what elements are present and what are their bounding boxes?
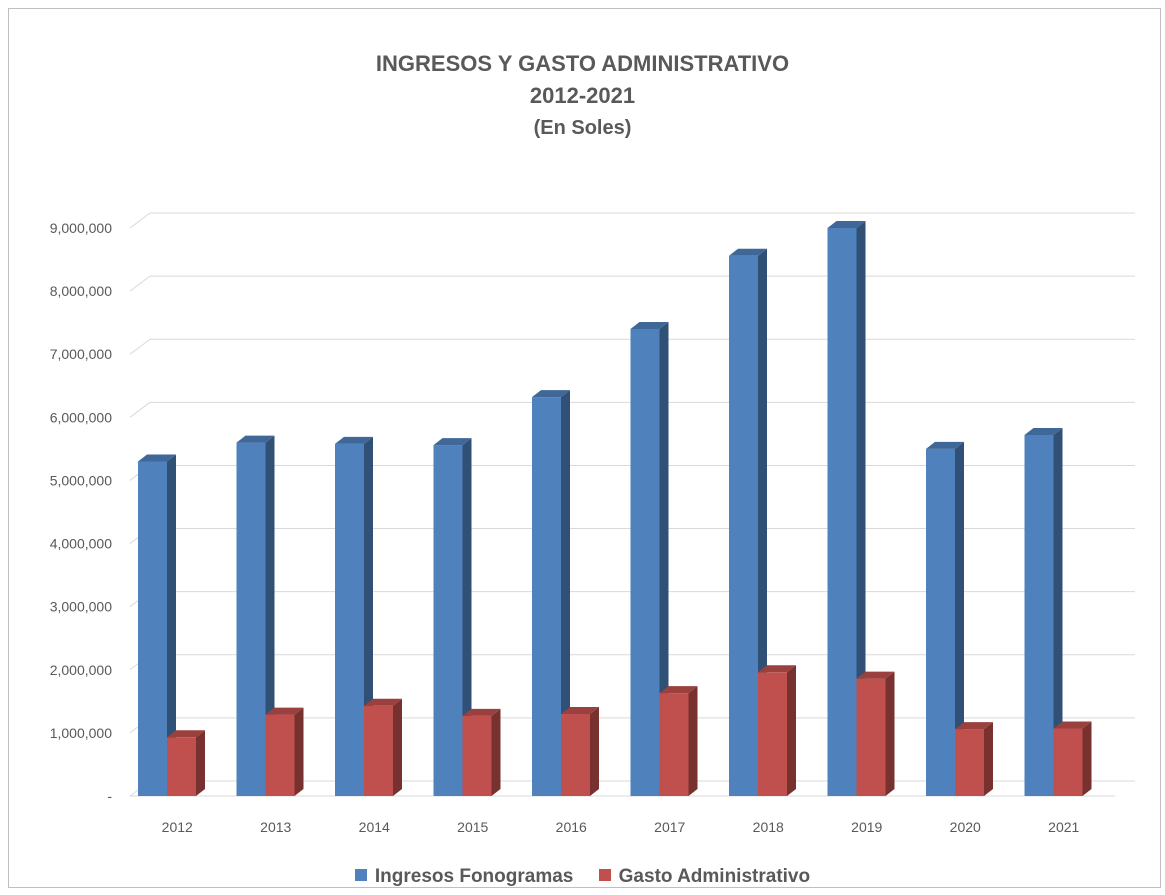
chart-titles: INGRESOS Y GASTO ADMINISTRATIVO 2012-202… — [0, 48, 1165, 144]
x-tick-label: 2018 — [753, 819, 784, 835]
gridline-depth — [129, 212, 151, 229]
x-tick-label: 2014 — [359, 819, 390, 835]
y-tick-label: 4,000,000 — [50, 536, 112, 552]
x-tick-label: 2020 — [950, 819, 981, 835]
chart-title: INGRESOS Y GASTO ADMINISTRATIVO — [375, 51, 790, 76]
y-tick-label: 2,000,000 — [50, 662, 112, 678]
y-tick-label: 8,000,000 — [50, 283, 112, 299]
x-tick-label: 2017 — [654, 819, 685, 835]
legend-swatch-gasto — [598, 869, 611, 881]
gridline-depth — [129, 401, 151, 418]
bar-gasto-2017 — [659, 686, 698, 796]
y-tick-label: 3,000,000 — [50, 599, 112, 615]
bar-gasto-2021 — [1053, 721, 1092, 796]
legend-label-ingresos: Ingresos Fonogramas — [374, 866, 574, 887]
x-tick-label: 2015 — [457, 819, 488, 835]
bar-gasto-2015 — [462, 708, 501, 796]
x-tick-label: 2019 — [851, 819, 882, 835]
chart-subtitle: 2012-2021 — [529, 83, 636, 108]
bar-ingresos-2016 — [532, 390, 570, 796]
legend-item-ingresos: Ingresos Fonogramas — [354, 866, 574, 888]
legend-item-gasto: Gasto Administrativo — [598, 866, 811, 888]
bar-ingresos-2020 — [926, 441, 964, 796]
chart-unit-label: (En Soles) — [533, 117, 632, 139]
gridline-depth — [129, 275, 151, 292]
y-tick-label: 7,000,000 — [50, 346, 112, 362]
y-tick-label: 1,000,000 — [50, 725, 112, 741]
bar-ingresos-2013 — [236, 435, 275, 796]
y-tick-label: 6,000,000 — [50, 409, 112, 425]
chart-legend: Ingresos Fonogramas Gasto Administrativo — [0, 866, 1165, 888]
y-tick-label: - — [107, 788, 112, 804]
y-tick-label: 9,000,000 — [50, 220, 112, 236]
bar-ingresos-2012 — [138, 454, 176, 796]
x-tick-label: 2012 — [162, 819, 193, 835]
bar-ingresos-2015 — [433, 438, 472, 796]
legend-swatch-ingresos — [354, 869, 367, 881]
x-tick-label: 2016 — [556, 819, 587, 835]
bar-gasto-2013 — [265, 707, 304, 796]
bar-ingresos-2021 — [1024, 428, 1063, 796]
bar-ingresos-2017 — [630, 321, 669, 796]
bar-gasto-2018 — [758, 665, 796, 796]
legend-label-gasto: Gasto Administrativo — [618, 866, 811, 887]
bar-gasto-2012 — [167, 730, 205, 796]
bar-gasto-2020 — [955, 722, 993, 796]
bar-gasto-2019 — [856, 671, 895, 796]
bar-gasto-2016 — [561, 706, 599, 796]
gridline-depth — [129, 338, 151, 355]
bar-gasto-2014 — [364, 698, 402, 796]
x-tick-label: 2021 — [1048, 819, 1079, 835]
bar-ingresos-2018 — [729, 248, 767, 796]
y-tick-label: 5,000,000 — [50, 472, 112, 488]
bar-ingresos-2019 — [827, 221, 866, 796]
x-tick-label: 2013 — [260, 819, 291, 835]
